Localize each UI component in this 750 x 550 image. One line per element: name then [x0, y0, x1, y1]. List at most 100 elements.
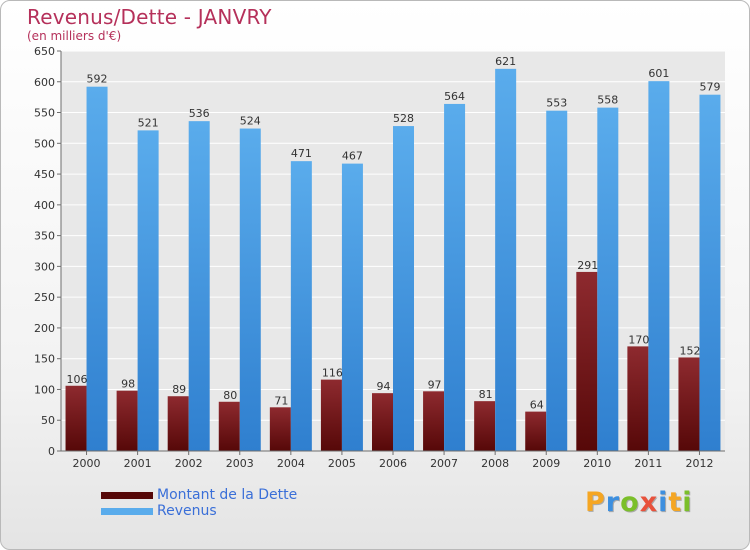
- logo-letter: o: [620, 487, 640, 518]
- x-tick-label: 2008: [481, 457, 509, 470]
- logo-letter: i: [682, 487, 693, 518]
- data-label-revenue: 621: [495, 55, 516, 68]
- y-tick-label: 550: [34, 107, 55, 120]
- bar-revenue-2003: [239, 128, 261, 451]
- y-tick-label: 0: [48, 445, 55, 458]
- y-tick-label: 250: [34, 291, 55, 304]
- data-label-debt: 116: [322, 367, 343, 380]
- x-tick-label: 2011: [634, 457, 662, 470]
- bar-debt-2012: [678, 357, 700, 451]
- x-tick-label: 2012: [685, 457, 713, 470]
- legend: Montant de la Dette Revenus: [101, 487, 297, 519]
- proxiti-logo: Proxiti: [585, 487, 693, 518]
- x-tick-label: 2000: [73, 457, 101, 470]
- data-label-revenue: 524: [240, 115, 261, 128]
- bar-debt-2003: [218, 401, 240, 451]
- bar-revenue-2010: [597, 107, 619, 451]
- data-label-debt: 291: [577, 259, 598, 272]
- legend-swatch-revenue: [101, 507, 153, 515]
- data-label-revenue: 558: [597, 94, 618, 107]
- bars: [65, 68, 721, 452]
- chart-subtitle: (en milliers d'€): [27, 29, 122, 43]
- legend-label-debt: Montant de la Dette: [157, 487, 298, 503]
- x-tick-label: 2003: [226, 457, 254, 470]
- bar-debt-2000: [65, 385, 87, 451]
- bar-debt-2002: [167, 396, 189, 451]
- data-label-debt: 97: [428, 378, 442, 391]
- bar-debt-2006: [372, 393, 393, 451]
- legend-item-debt: Montant de la Dette: [101, 487, 297, 503]
- logo-letter: P: [585, 487, 606, 518]
- data-label-revenue: 592: [87, 73, 108, 86]
- data-label-debt: 106: [67, 373, 88, 386]
- x-tick-label: 2001: [124, 457, 152, 470]
- data-label-debt: 71: [274, 394, 288, 407]
- legend-label-revenue: Revenus: [157, 503, 217, 519]
- data-label-debt: 152: [679, 344, 700, 357]
- y-tick-label: 100: [34, 383, 55, 396]
- bar-debt-2011: [627, 346, 649, 451]
- x-tick-label: 2004: [277, 457, 305, 470]
- data-label-revenue: 521: [138, 116, 159, 129]
- legend-swatch-debt: [101, 491, 153, 499]
- data-label-debt: 81: [479, 388, 493, 401]
- bar-debt-2010: [576, 271, 598, 451]
- data-label-revenue: 471: [291, 147, 312, 160]
- bar-revenue-2006: [393, 126, 414, 452]
- bar-revenue-2011: [648, 81, 670, 452]
- x-tick-label: 2006: [379, 457, 407, 470]
- y-tick-label: 500: [34, 137, 55, 150]
- data-label-revenue: 601: [648, 67, 669, 80]
- bar-revenue-2007: [444, 103, 466, 451]
- data-label-debt: 98: [121, 378, 135, 391]
- y-tick-label: 350: [34, 230, 55, 243]
- y-tick-label: 400: [34, 199, 55, 212]
- logo-letter: r: [605, 487, 621, 518]
- data-label-debt: 80: [223, 389, 237, 402]
- legend-item-revenue: Revenus: [101, 503, 297, 519]
- bar-debt-2001: [116, 390, 138, 451]
- bar-debt-2009: [525, 411, 547, 451]
- x-tick-label: 2007: [430, 457, 458, 470]
- chart-title: Revenus/Dette - JANVRY: [27, 5, 272, 29]
- data-label-revenue: 564: [444, 90, 465, 103]
- logo-letter: x: [639, 487, 659, 518]
- bar-revenue-2002: [188, 121, 210, 452]
- bar-debt-2005: [320, 379, 342, 451]
- bar-revenue-2004: [290, 161, 312, 451]
- y-tick-label: 50: [41, 414, 55, 427]
- y-tick-label: 650: [34, 45, 55, 58]
- bar-revenue-2005: [341, 163, 363, 451]
- y-tick-label: 600: [34, 76, 55, 89]
- bar-revenue-2001: [137, 130, 159, 451]
- y-tick-label: 200: [34, 322, 55, 335]
- y-tick-label: 150: [34, 353, 55, 366]
- x-tick-label: 2010: [583, 457, 611, 470]
- y-tick-label: 450: [34, 168, 55, 181]
- data-labels: 106 592 98 521 89 536 80 524 71 471 116 467 94 528 97 5…: [67, 55, 721, 412]
- bar-revenue-2000: [86, 86, 108, 451]
- bar-debt-2008: [474, 401, 496, 451]
- bar-debt-2004: [269, 407, 291, 451]
- x-tick-label: 2002: [175, 457, 203, 470]
- axes: 0 50 100 150 200 250 300 350 400 450 500 550 600 650 2…: [34, 45, 725, 470]
- data-label-debt: 170: [628, 333, 649, 346]
- x-tick-label: 2009: [532, 457, 560, 470]
- logo-letter: t: [668, 487, 683, 518]
- data-label-debt: 64: [530, 399, 544, 412]
- y-tick-label: 300: [34, 260, 55, 273]
- bar-debt-2007: [423, 391, 445, 451]
- data-label-revenue: 579: [699, 81, 720, 94]
- data-label-revenue: 553: [546, 97, 567, 110]
- x-tick-label: 2005: [328, 457, 356, 470]
- data-label-debt: 89: [172, 383, 186, 396]
- logo-letter: i: [658, 487, 669, 518]
- bar-revenue-2008: [495, 68, 517, 451]
- data-label-revenue: 536: [189, 107, 210, 120]
- bar-revenue-2012: [699, 94, 721, 451]
- data-label-debt: 94: [377, 380, 391, 393]
- data-label-revenue: 467: [342, 150, 363, 163]
- data-label-revenue: 528: [393, 112, 414, 125]
